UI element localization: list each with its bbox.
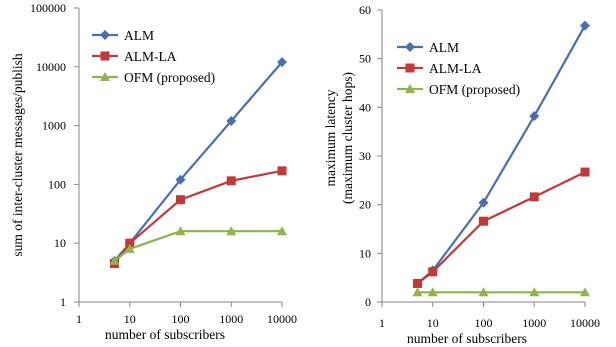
data-point [478,197,489,208]
series-alm-la [109,166,287,269]
legend-marker [100,30,110,40]
data-point [109,255,120,265]
x-tick-label: 10000 [570,316,600,330]
data-point [277,57,287,68]
series-ofm-proposed [412,287,590,297]
data-point [412,279,422,289]
data-point [277,166,287,176]
y-tick-label: 40 [359,100,371,114]
x-tick-label: 100 [172,312,190,326]
chart-2: 0 10 20 30 40 50 60 1 10 100 1000 10000 number of su… [323,3,600,346]
data-point [226,176,236,186]
y-tick-label: 10 [54,236,66,250]
data-point [479,216,488,226]
x-tick-label: 10 [427,316,439,330]
legend-label: ALM [124,28,154,43]
y-axis-title-line: (maximum cluster hops) [340,72,355,204]
y-tick-label: 100 [48,177,66,191]
x-tick-label: 10 [124,312,136,326]
data-point [580,287,590,297]
chart-1: 1 10 100 1000 10000 100000 1 10 100 1000 10000 numb… [10,1,297,342]
x-axis-title: number of subscribers [105,327,225,342]
series-alm-la [412,167,590,289]
y-tick-label: 1000 [42,119,66,133]
y-tick-label: 60 [359,3,371,17]
x-tick-label: 1000 [219,312,243,326]
legend: ALM ALM-LA OFM (proposed) [92,28,215,85]
legend-label: ALM-LA [429,61,482,76]
x-tick-label: 1 [379,316,385,330]
y-tick-label: 30 [359,149,371,163]
x-tick-label: 1 [76,312,82,326]
series-line [416,171,586,285]
series-ofm-proposed [109,226,287,265]
y-axis-title: maximum latency (maximum cluster hops) [323,72,355,204]
y-axis-title-line: maximum latency [323,89,338,186]
legend-label: ALM-LA [124,49,177,64]
y-tick-label: 0 [365,295,371,309]
x-tick-label: 10000 [267,312,297,326]
data-point [529,111,540,122]
data-point [529,287,540,297]
x-tick-label: 1000 [522,316,546,330]
y-axis-title-line: sum of inter-cluster messages/publish [10,53,25,257]
legend-label: OFM (proposed) [429,82,520,97]
legend-marker [100,72,110,81]
data-point [580,20,590,31]
data-point [478,287,489,297]
data-point [580,167,590,177]
y-tick-label: 100000 [30,1,66,15]
y-tick-label: 50 [359,52,371,66]
data-point [412,287,423,297]
data-point [175,226,186,236]
y-axis-title: sum of inter-cluster messages/publish [10,53,25,257]
legend-marker [405,84,415,93]
legend-marker [100,51,110,61]
data-point [124,243,135,253]
data-point [427,287,438,297]
data-point [125,238,135,248]
series-alm [109,57,287,266]
y-tick-label: 10000 [36,60,66,74]
data-point [529,192,539,202]
legend-marker [405,42,415,52]
y-tick-label: 1 [60,295,66,309]
data-point [176,195,185,205]
legend: ALM ALM-LA OFM (proposed) [397,40,520,97]
legend-label: OFM (proposed) [124,70,215,85]
data-point [175,174,186,185]
legend-label: ALM [429,40,459,55]
data-point [428,267,438,277]
data-point [226,115,237,126]
legend-marker [405,63,415,73]
series-line [113,169,283,265]
data-point [277,226,287,236]
y-tick-label: 20 [359,198,371,212]
x-axis-title: number of subscribers [407,331,527,346]
data-point [226,226,237,236]
x-tick-label: 100 [475,316,493,330]
y-tick-label: 10 [359,246,371,260]
